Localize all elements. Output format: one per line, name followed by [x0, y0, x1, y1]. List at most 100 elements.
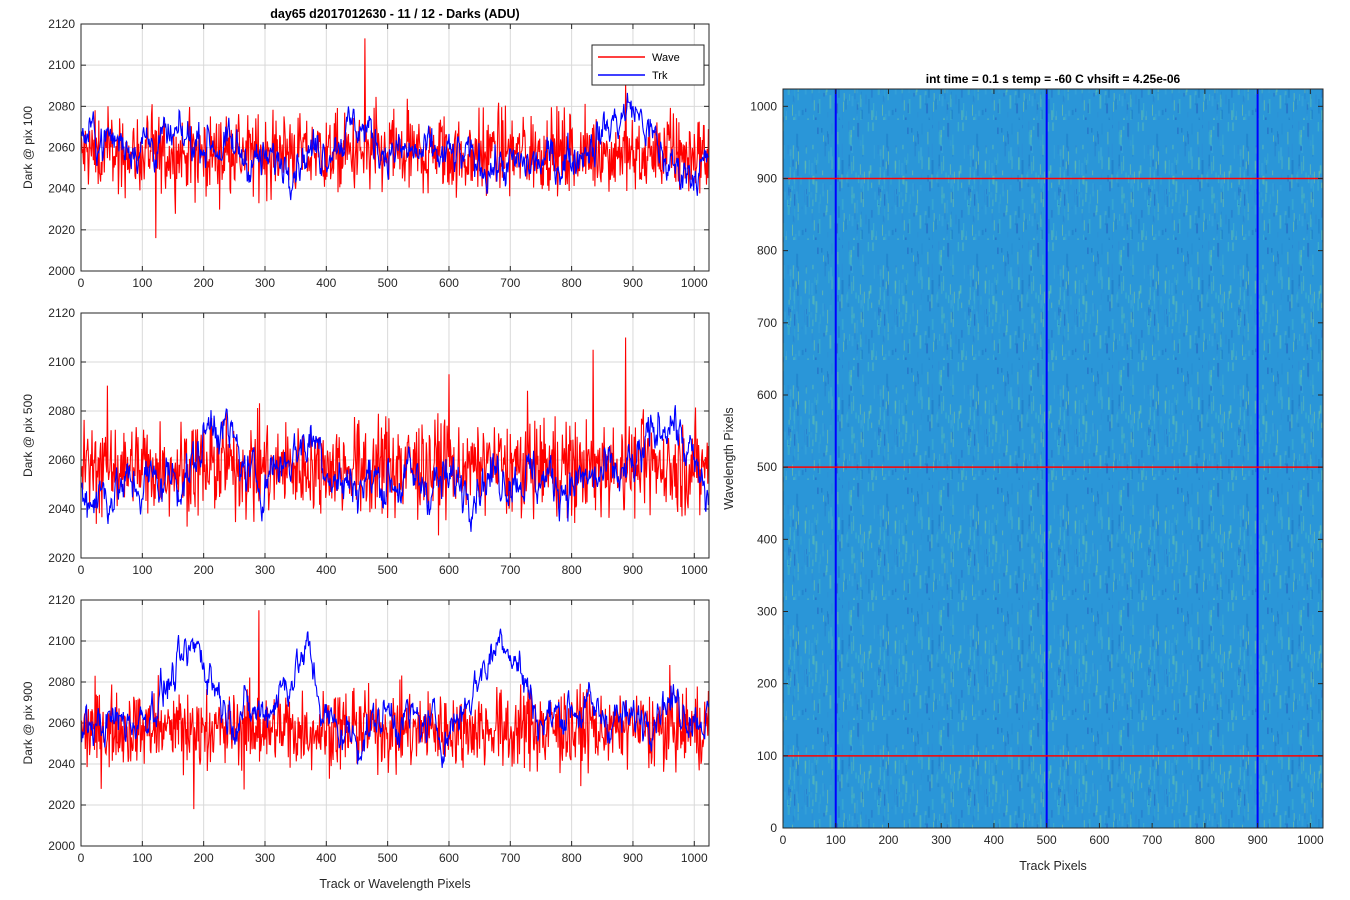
y-tick-label: 2120 [48, 593, 75, 607]
x-tick-label: 900 [623, 276, 643, 290]
y-tick-label: 2100 [48, 58, 75, 72]
y-axis-label: Wavelength Pixels [722, 407, 736, 509]
y-tick-label: 600 [757, 388, 777, 402]
series-line-wave [81, 610, 709, 810]
y-tick-label: 2100 [48, 634, 75, 648]
x-tick-label: 700 [500, 276, 520, 290]
x-tick-label: 0 [78, 563, 85, 577]
plot-area [81, 313, 709, 558]
x-tick-label: 900 [623, 851, 643, 865]
y-tick-label: 800 [757, 244, 777, 258]
x-tick-label: 900 [1248, 833, 1268, 847]
x-tick-label: 700 [500, 563, 520, 577]
x-tick-label: 100 [132, 851, 152, 865]
x-tick-label: 200 [878, 833, 898, 847]
y-tick-label: 2120 [48, 17, 75, 31]
y-tick-label: 2020 [48, 551, 75, 565]
y-axis-label: Dark @ pix 500 [21, 394, 35, 477]
y-tick-label: 2120 [48, 306, 75, 320]
x-tick-label: 100 [132, 563, 152, 577]
y-tick-label: 2000 [48, 839, 75, 853]
y-tick-label: 2040 [48, 502, 75, 516]
x-tick-label: 900 [623, 563, 643, 577]
heatmap-chart: int time = 0.1 s temp = -60 C vhsift = 4… [722, 72, 1324, 873]
y-tick-label: 2060 [48, 141, 75, 155]
y-tick-label: 2060 [48, 453, 75, 467]
x-tick-label: 100 [132, 276, 152, 290]
x-tick-label: 400 [316, 851, 336, 865]
x-tick-label: 700 [500, 851, 520, 865]
x-tick-label: 400 [984, 833, 1004, 847]
x-tick-label: 700 [1142, 833, 1162, 847]
y-tick-label: 2040 [48, 757, 75, 771]
x-tick-label: 800 [562, 276, 582, 290]
x-tick-label: 600 [439, 276, 459, 290]
x-tick-label: 600 [439, 851, 459, 865]
x-tick-label: 300 [255, 851, 275, 865]
y-tick-label: 2080 [48, 99, 75, 113]
y-tick-label: 300 [757, 604, 777, 618]
y-tick-label: 2000 [48, 264, 75, 278]
x-tick-label: 500 [378, 276, 398, 290]
y-tick-label: 2060 [48, 716, 75, 730]
y-tick-label: 200 [757, 677, 777, 691]
y-tick-label: 0 [770, 821, 777, 835]
x-tick-label: 300 [931, 833, 951, 847]
x-tick-label: 800 [562, 563, 582, 577]
y-tick-label: 500 [757, 460, 777, 474]
legend-trk-label: Trk [652, 70, 668, 82]
x-tick-label: 600 [1089, 833, 1109, 847]
y-tick-label: 2020 [48, 223, 75, 237]
x-tick-label: 200 [194, 276, 214, 290]
y-tick-label: 2080 [48, 675, 75, 689]
x-tick-label: 1000 [1297, 833, 1324, 847]
y-tick-label: 400 [757, 532, 777, 546]
x-tick-label: 500 [378, 851, 398, 865]
figure-title: day65 d2017012630 - 11 / 12 - Darks (ADU… [270, 7, 519, 21]
y-axis-label: Dark @ pix 100 [21, 106, 35, 189]
x-tick-label: 200 [194, 851, 214, 865]
x-tick-label: 500 [378, 563, 398, 577]
y-tick-label: 2040 [48, 182, 75, 196]
x-tick-label: 0 [78, 276, 85, 290]
y-tick-label: 2100 [48, 355, 75, 369]
x-tick-label: 400 [316, 276, 336, 290]
legend-box [591, 44, 705, 86]
series-line-trk [81, 92, 709, 201]
series-line-trk [81, 628, 709, 768]
series-line-wave [81, 38, 709, 239]
y-axis-label: Dark @ pix 900 [21, 681, 35, 764]
series-line-trk [81, 405, 709, 532]
y-tick-label: 1000 [750, 99, 777, 113]
x-tick-label: 0 [780, 833, 787, 847]
x-tick-label: 200 [194, 563, 214, 577]
line-chart-pix-500: 0 100 200 300 400 500 600 700 800 900 1000 2020 2040… [21, 306, 710, 577]
series-line-wave [81, 337, 709, 536]
y-tick-label: 2080 [48, 404, 75, 418]
x-tick-label: 100 [826, 833, 846, 847]
y-tick-label: 100 [757, 749, 777, 763]
y-tick-label: 700 [757, 316, 777, 330]
x-tick-label: 1000 [681, 851, 708, 865]
x-axis-label: Track Pixels [1019, 859, 1087, 873]
plot-frame [80, 312, 710, 559]
x-tick-label: 1000 [681, 276, 708, 290]
x-tick-label: 0 [78, 851, 85, 865]
plot-frame [782, 88, 1324, 829]
x-tick-label: 800 [562, 851, 582, 865]
x-tick-label: 600 [439, 563, 459, 577]
heatmap-title: int time = 0.1 s temp = -60 C vhsift = 4… [926, 72, 1181, 86]
line-chart-pix-900: 0 100 200 300 400 500 600 700 800 900 1000 2000 2020… [21, 593, 710, 891]
x-tick-label: 800 [1195, 833, 1215, 847]
y-tick-label: 2020 [48, 798, 75, 812]
x-tick-label: 300 [255, 563, 275, 577]
x-tick-label: 1000 [681, 563, 708, 577]
legend-wave-label: Wave [652, 52, 680, 64]
x-tick-label: 300 [255, 276, 275, 290]
plot-frame [80, 599, 710, 847]
x-tick-label: 500 [1037, 833, 1057, 847]
legend: Wave Trk [591, 44, 705, 86]
heatmap-image [783, 89, 1323, 828]
x-axis-label: Track or Wavelength Pixels [319, 877, 470, 891]
